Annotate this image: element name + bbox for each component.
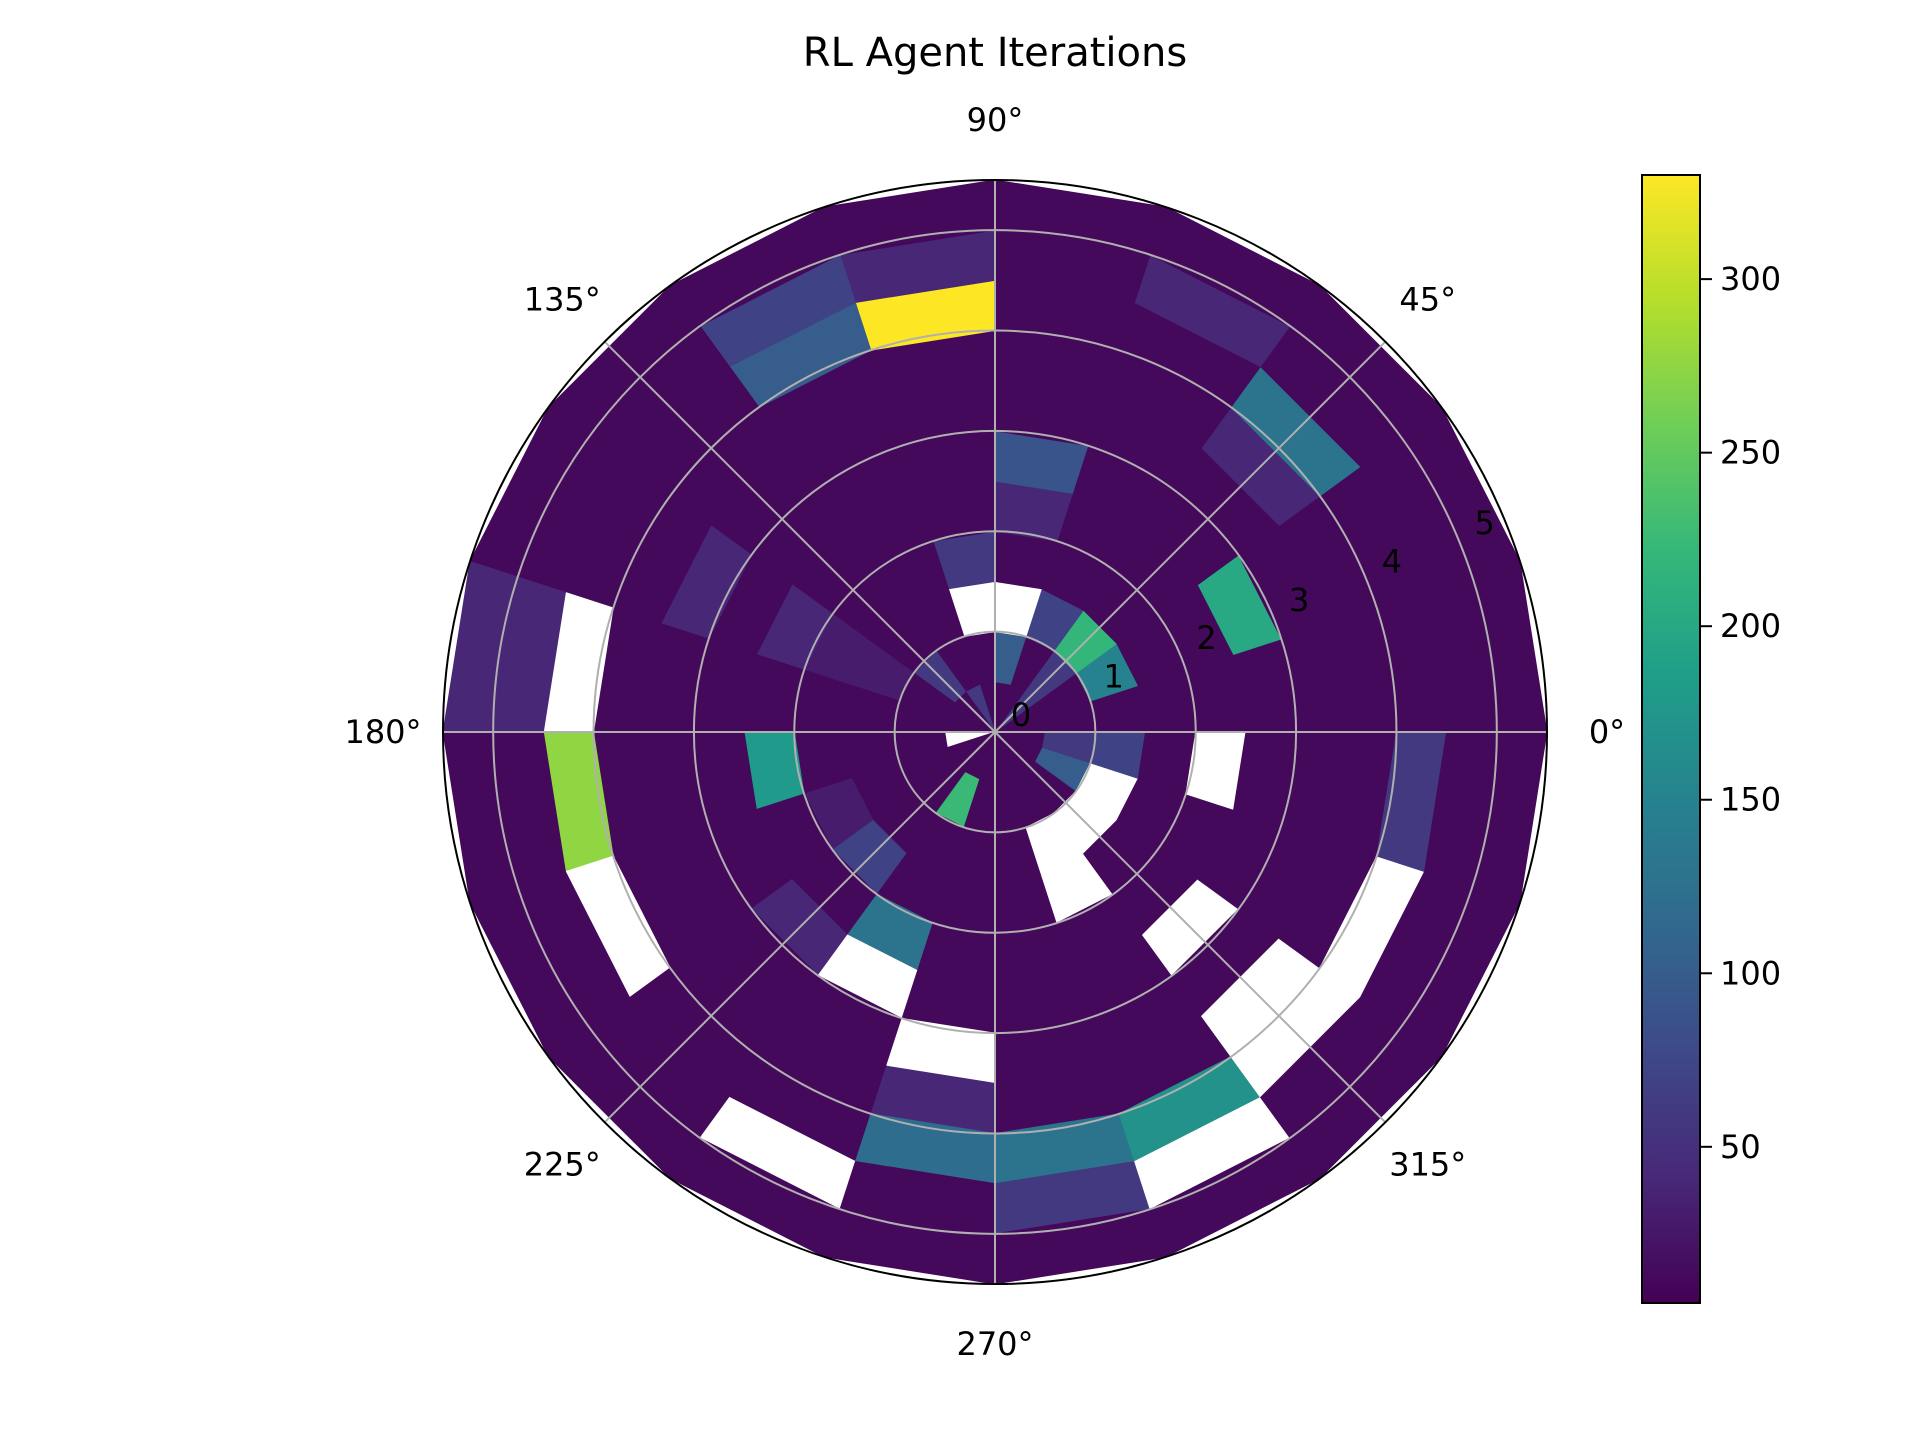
theta-gridline — [603, 731, 996, 1124]
colorbar-tick-label: 250 — [1720, 434, 1781, 472]
colorbar-tick-label: 50 — [1720, 1128, 1761, 1166]
theta-tick-label: 225° — [524, 1146, 601, 1184]
polar-grid — [442, 179, 1548, 1285]
theta-tick-label: 45° — [1399, 280, 1456, 318]
radial-tick-label: 5 — [1474, 504, 1494, 542]
radial-tick-label: 3 — [1289, 581, 1309, 619]
theta-tick-label: 270° — [956, 1325, 1033, 1363]
theta-gridline — [994, 340, 1387, 733]
polar-frame — [442, 179, 1548, 1285]
radial-tick-labels: 0 1 2 3 4 5 — [1011, 504, 1495, 734]
theta-tick-label: 90° — [967, 101, 1024, 139]
colorbar: 50 100 150 200 250 300 — [1641, 174, 1781, 1304]
radial-tick-label: 1 — [1104, 658, 1124, 696]
colorbar-gradient — [1641, 174, 1701, 1304]
theta-gridline — [994, 731, 1387, 1124]
theta-tick-label: 315° — [1389, 1146, 1466, 1184]
colorbar-tick-label: 300 — [1720, 260, 1781, 298]
radial-tick-label: 2 — [1196, 619, 1216, 657]
theta-tick-label: 0° — [1589, 713, 1625, 751]
theta-gridline — [603, 340, 996, 733]
radial-gridline — [793, 530, 1197, 934]
theta-tick-label: 180° — [344, 713, 421, 751]
theta-tick-labels: 0° 45° 90° 135° 180° 225° 270° 315° — [344, 101, 1625, 1363]
radial-tick-label: 4 — [1382, 542, 1402, 580]
radial-gridline — [893, 630, 1097, 834]
theta-tick-label: 135° — [524, 280, 601, 318]
colorbar-tick-label: 200 — [1720, 607, 1781, 645]
colorbar-tick-label: 150 — [1720, 781, 1781, 819]
radial-gridline — [492, 229, 1498, 1235]
radial-tick-label: 0 — [1011, 696, 1031, 734]
radial-gridline — [692, 429, 1298, 1035]
colorbar-tick-label: 100 — [1720, 954, 1781, 992]
chart-title: RL Agent Iterations — [803, 30, 1187, 76]
radial-gridline — [592, 329, 1398, 1135]
